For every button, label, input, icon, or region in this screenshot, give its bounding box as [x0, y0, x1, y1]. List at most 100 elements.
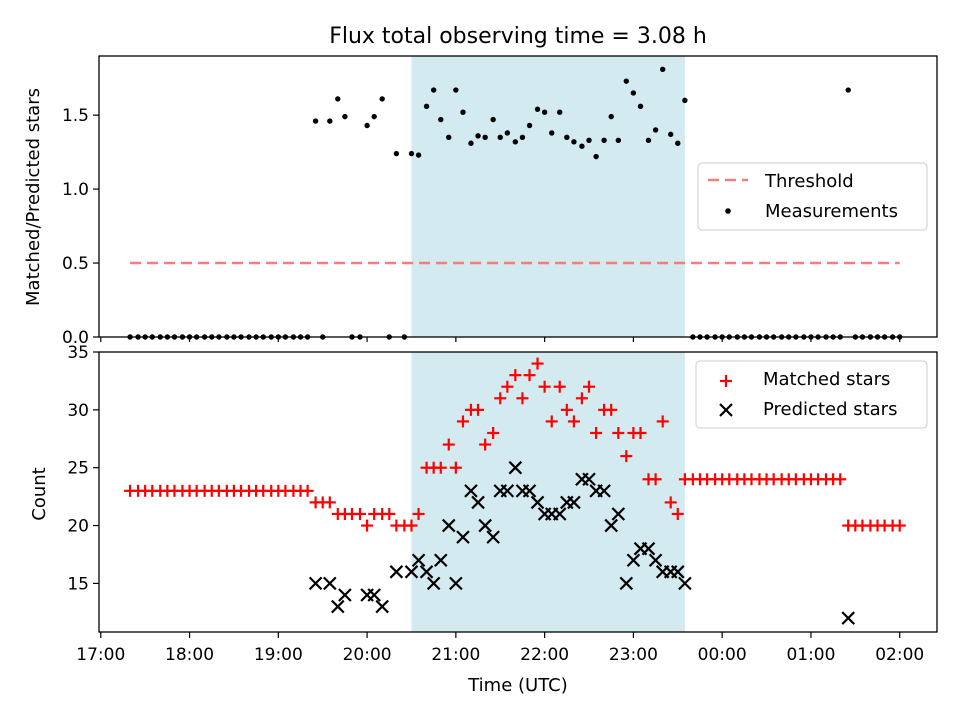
legend-threshold-label: Threshold [764, 171, 854, 192]
predicted-point [500, 484, 515, 498]
measurement-point [415, 152, 422, 158]
matched-point [834, 473, 847, 486]
matched-point [494, 392, 507, 405]
measurement-point [534, 106, 541, 112]
matched-point [590, 426, 603, 439]
measurement-point [652, 127, 659, 133]
measurement-point [364, 122, 370, 129]
top-y-axis-label: Matched/Predicted stars [23, 88, 44, 306]
predicted-point [582, 472, 596, 487]
predicted-point [530, 495, 545, 510]
matched-point [545, 415, 558, 428]
matched-point [531, 357, 544, 370]
predicted-point [626, 553, 641, 568]
predicted-point [619, 576, 634, 591]
predicted-point [486, 530, 500, 544]
predicted-point [411, 553, 426, 568]
predicted-point [433, 553, 448, 568]
x-tick-label: 01:00 [786, 645, 835, 665]
legend-predicted-swatch [719, 403, 733, 417]
measurement-point [497, 134, 503, 141]
measurement-point [675, 140, 681, 146]
predicted-point [567, 495, 581, 510]
predicted-point [426, 576, 441, 591]
x-tick-label: 17:00 [76, 645, 125, 665]
measurement-point [667, 131, 674, 138]
measurement-point [512, 139, 519, 145]
measurement-point [645, 137, 652, 143]
measurement-point [482, 134, 488, 141]
matched-point [560, 403, 573, 416]
x-tick-label: 23:00 [609, 645, 658, 665]
matched-point [612, 426, 625, 439]
measurement-point [601, 137, 607, 143]
predicted-point [464, 484, 478, 498]
measurement-point [327, 118, 333, 124]
measurement-point [541, 109, 548, 115]
predicted-point [841, 611, 856, 625]
predicted-point [671, 565, 685, 579]
predicted-point [404, 565, 419, 579]
predicted-point [678, 576, 692, 591]
top-legend: Threshold Measurements [697, 162, 928, 231]
predicted-point [471, 495, 485, 510]
matched-point [456, 415, 469, 428]
chart-title: Flux total observing time = 3.08 h [329, 24, 707, 49]
bottom-legend-box [695, 360, 928, 429]
measurement-point [608, 113, 614, 120]
matched-point [605, 403, 618, 416]
matched-point [449, 461, 462, 474]
measurement-point [579, 143, 585, 149]
measurement-point [526, 122, 533, 129]
measurement-point [490, 116, 496, 123]
y-tick-label: 25 [67, 459, 89, 479]
y-tick-label: 1.0 [62, 180, 89, 200]
matched-point [442, 438, 455, 451]
predicted-point [456, 530, 470, 544]
legend-measurements-label: Measurements [765, 201, 898, 222]
matched-point [323, 496, 336, 509]
matched-point [353, 507, 366, 520]
predicted-point [597, 484, 611, 498]
y-tick-label: 0.5 [62, 254, 89, 274]
matched-point [501, 380, 514, 393]
matched-point [583, 380, 596, 393]
measurement-point [586, 137, 592, 143]
predicted-point [331, 599, 345, 614]
top-axes-frame [98, 55, 938, 338]
measurement-point [468, 140, 474, 146]
predicted-point [338, 588, 352, 602]
top-y-ticks: 0.0 0.5 1.0 1.5 [62, 106, 99, 348]
measurement-point [438, 116, 444, 123]
predicted-points [308, 460, 856, 625]
measurement-point [430, 87, 437, 93]
x-tick-label: 19:00 [254, 645, 303, 665]
x-axis-label: Time (UTC) [467, 675, 568, 696]
x-tick-label: 21:00 [431, 645, 480, 665]
top-panel: 0.0 0.5 1.0 1.5 Matched/Predicted stars Thr… [23, 55, 938, 348]
matched-points [124, 357, 906, 532]
y-tick-label: 35 [67, 343, 89, 363]
matched-point [523, 369, 536, 382]
measurement-point [460, 109, 466, 115]
bottom-legend: Matched stars Predicted stars [695, 360, 928, 429]
matched-point [479, 438, 492, 451]
predicted-point [419, 565, 434, 579]
matched-point [509, 369, 522, 382]
measurement-point [504, 130, 511, 136]
x-tick-label: 02:00 [875, 645, 924, 665]
measurement-point [659, 66, 666, 73]
measurement-point [564, 134, 570, 141]
legend-matched-swatch [720, 375, 732, 387]
y-tick-label: 20 [67, 517, 89, 537]
matched-point [656, 415, 669, 428]
measurement-point [453, 87, 459, 93]
top-shaded-span [411, 56, 685, 337]
predicted-point [508, 460, 523, 475]
predicted-point [367, 588, 381, 602]
measurement-point [637, 103, 644, 109]
measurement-point [393, 150, 400, 157]
measurement-point [845, 87, 851, 93]
measurement-point [371, 113, 377, 120]
predicted-point [604, 518, 618, 533]
